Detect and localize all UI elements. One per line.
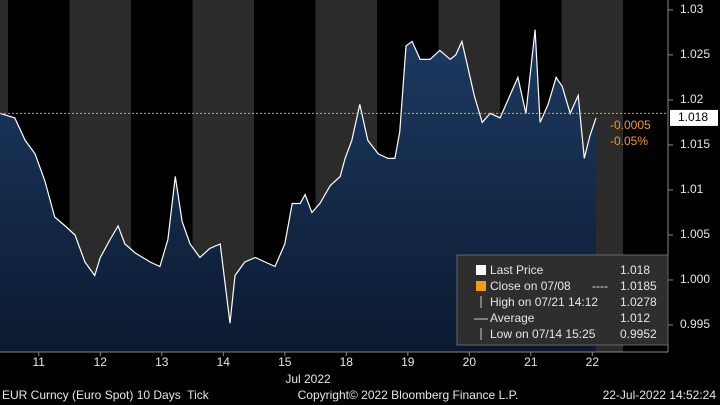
x-tick-label: 14 <box>217 355 231 369</box>
x-tick-label: 22 <box>586 355 600 369</box>
footer-right: 22-Jul-2022 14:52:24 <box>603 388 717 402</box>
annotation: -0.0005 <box>610 118 651 132</box>
legend-label: Average <box>490 311 535 325</box>
legend-value: 1.0185 <box>620 279 657 293</box>
legend: Last Price 1.018 Close on 07/08 ---- 1.0… <box>456 254 669 346</box>
legend-box <box>456 254 669 346</box>
legend-value: 0.9952 <box>620 327 657 341</box>
y-tick-label: 1.01 <box>680 182 704 196</box>
y-tick-label: 1.03 <box>680 2 704 16</box>
legend-value: 1.018 <box>620 263 650 277</box>
legend-label: Low on 07/14 15:25 <box>490 327 596 341</box>
y-tick-label: 1.015 <box>680 137 710 151</box>
x-tick-label: 20 <box>463 355 477 369</box>
y-tick-label: 1.005 <box>680 227 710 241</box>
legend-dash: ---- <box>592 279 608 293</box>
x-axis-label: Jul 2022 <box>285 372 331 386</box>
y-tick-label: 0.995 <box>680 317 710 331</box>
price-line <box>0 29 597 324</box>
last-value-label: 1.018 <box>678 110 708 124</box>
x-tick-label: 19 <box>401 355 415 369</box>
x-tick-label: 12 <box>94 355 108 369</box>
footer-center: Copyright© 2022 Bloomberg Finance L.P. <box>298 388 519 402</box>
legend-label: Close on 07/08 <box>490 279 571 293</box>
footer-left: EUR Curncy (Euro Spot) 10 Days Tick <box>2 388 210 402</box>
x-tick-label: 15 <box>278 355 292 369</box>
legend-value: 1.0278 <box>620 295 657 309</box>
y-tick-label: 1.02 <box>680 92 704 106</box>
area <box>0 29 597 352</box>
legend-label: High on 07/21 14:12 <box>490 295 598 309</box>
x-tick-label: 18 <box>340 355 354 369</box>
legend-swatch <box>476 281 486 291</box>
last-value-box <box>670 109 718 126</box>
legend-value: 1.012 <box>620 311 650 325</box>
y-tick-label: 1.000 <box>680 272 710 286</box>
legend-label: Last Price <box>490 263 544 277</box>
annotation: -0.05% <box>610 134 648 148</box>
x-tick-label: 21 <box>524 355 538 369</box>
y-tick-label: 1.025 <box>680 47 710 61</box>
legend-swatch <box>476 265 486 275</box>
x-tick-label: 11 <box>33 355 46 369</box>
x-tick-label: 13 <box>155 355 169 369</box>
